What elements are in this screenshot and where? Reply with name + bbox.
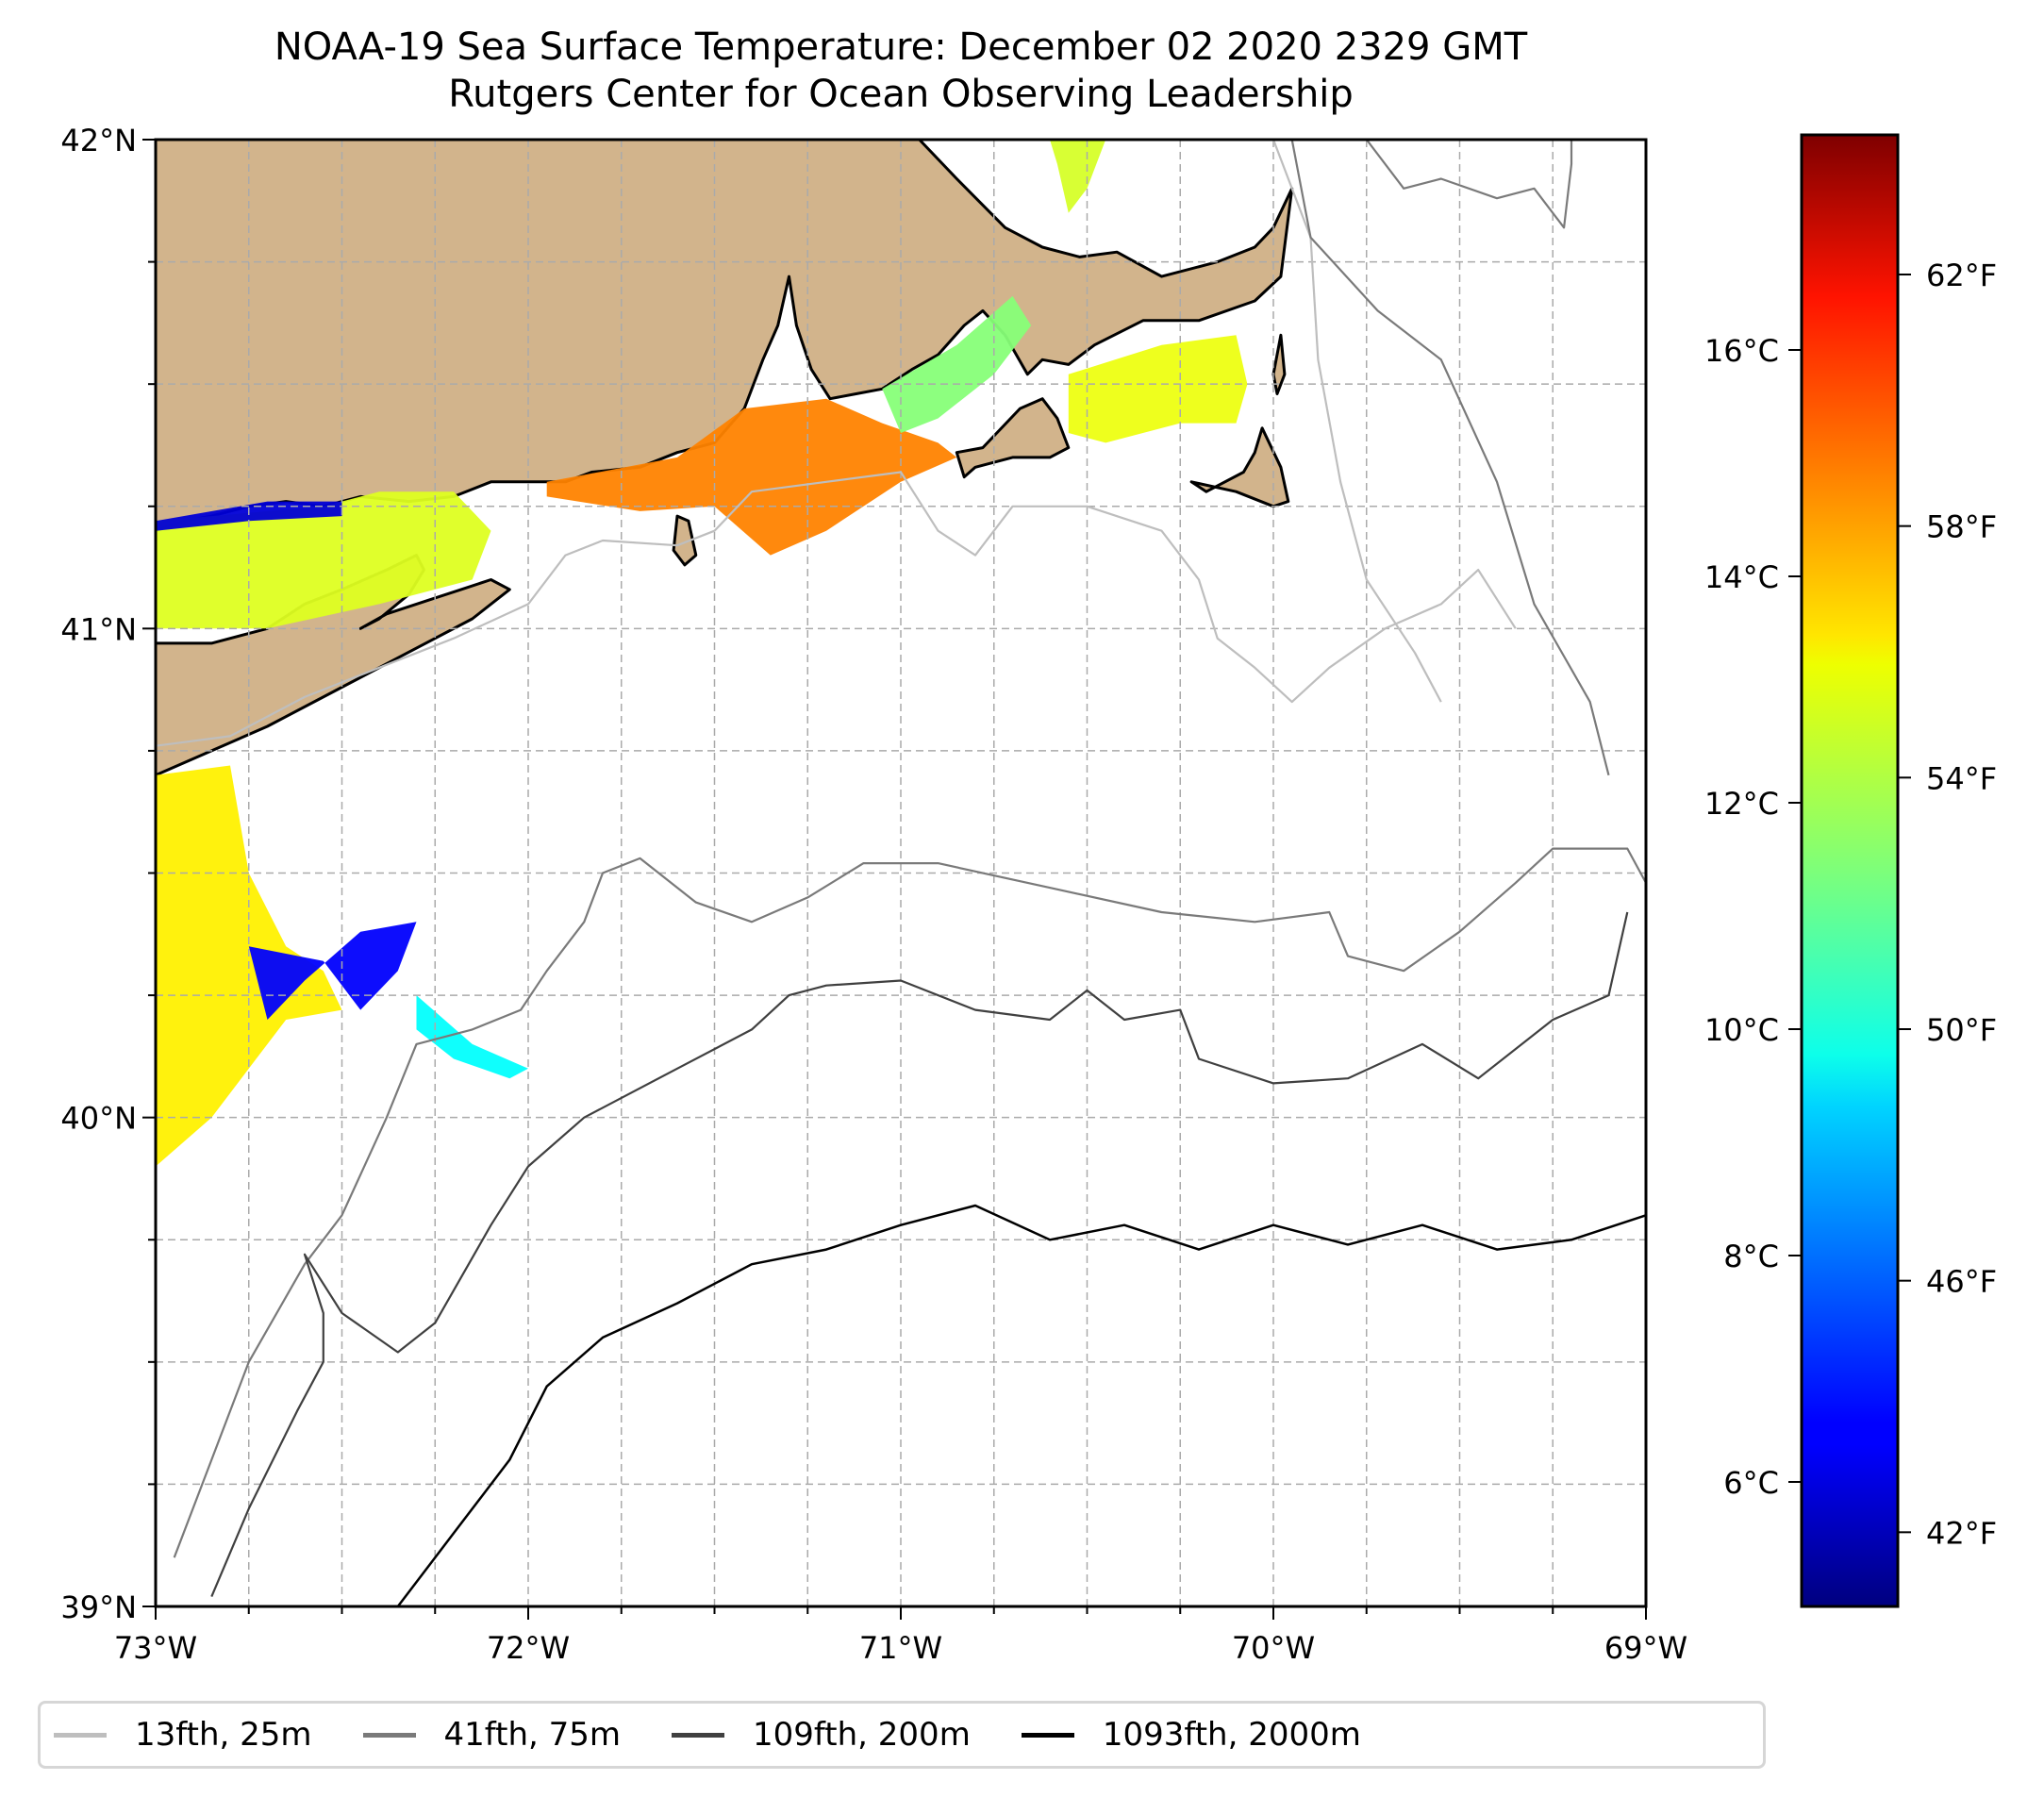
- sst-patch-nj-shelf-cold-filament: [248, 922, 417, 1020]
- isobath-75m: [173, 847, 1646, 1558]
- colorbar-fahrenheit-axis: 42°F 46°F 50°F 54°F 58°F 62°F: [1898, 258, 1997, 1551]
- colorbar-celsius-label: 8°C: [1723, 1239, 1779, 1274]
- gridlines: [156, 140, 1646, 1606]
- legend-line-25m-icon: [54, 1732, 107, 1738]
- chart-title: NOAA-19 Sea Surface Temperature: Decembe…: [274, 25, 1528, 69]
- legend-line-200m-icon: [672, 1732, 725, 1738]
- legend-line-75m-icon: [362, 1732, 416, 1738]
- colorbar-celsius-label: 10°C: [1704, 1012, 1779, 1048]
- y-tick-label: 39°N: [60, 1589, 137, 1625]
- isobath-75m: [1290, 140, 1610, 776]
- colorbar-gradient: [1800, 133, 1900, 1608]
- colorbar-fahrenheit-label: 46°F: [1926, 1264, 1997, 1300]
- x-tick-label: 72°W: [487, 1630, 570, 1666]
- colorbar-celsius-label: 6°C: [1723, 1465, 1779, 1501]
- colorbar-fahrenheit-label: 58°F: [1926, 509, 1997, 545]
- sst-patch-shelf-filament: [416, 995, 528, 1079]
- colorbar-fahrenheit-label: 50°F: [1926, 1012, 1997, 1048]
- legend-label: 13fth, 25m: [135, 1716, 312, 1754]
- land-monomoy: [1271, 333, 1287, 395]
- legend-item-2000m: 1093fth, 2000m: [1021, 1716, 1361, 1754]
- colorbar: 6°C 8°C 10°C 12°C 14°C 16°C 42°F 46°F 50°F 54°F 5…: [1704, 133, 1997, 1608]
- y-tick-label: 40°N: [60, 1101, 137, 1137]
- colorbar-fahrenheit-label: 54°F: [1926, 760, 1997, 796]
- sst-patch-long-island-sound-north-edge: [156, 501, 342, 531]
- isobath-legend: 13fth, 25m 41fth, 75m 109fth, 200m 1093f…: [38, 1701, 1766, 1769]
- legend-label: 41fth, 75m: [443, 1716, 622, 1754]
- colorbar-fahrenheit-label: 62°F: [1926, 258, 1997, 293]
- y-tick-label: 41°N: [60, 611, 137, 647]
- legend-item-200m: 109fth, 200m: [672, 1716, 971, 1754]
- map-plot-area: [156, 140, 1646, 1606]
- land-marthas-vineyard: [955, 397, 1071, 479]
- colorbar-celsius-label: 14°C: [1704, 559, 1779, 595]
- isobath-25m: [156, 471, 1517, 747]
- isobath-layer: [156, 140, 1646, 1606]
- y-axis: 39°N 40°N 41°N 42°N: [60, 123, 156, 1625]
- legend-label: 109fth, 200m: [753, 1716, 971, 1754]
- x-tick-label: 71°W: [859, 1630, 942, 1666]
- legend-label: 1093fth, 2000m: [1102, 1716, 1361, 1754]
- sst-patch-cape-cod-bay: [1050, 140, 1106, 213]
- colorbar-celsius-axis: 6°C 8°C 10°C 12°C 14°C 16°C: [1704, 333, 1802, 1501]
- x-tick-label: 70°W: [1232, 1630, 1315, 1666]
- colorbar-celsius-label: 16°C: [1704, 333, 1779, 369]
- colorbar-fahrenheit-label: 42°F: [1926, 1515, 1997, 1551]
- legend-item-75m: 41fth, 75m: [362, 1716, 622, 1754]
- isobath-75m: [1365, 140, 1573, 229]
- isobath-200m: [210, 911, 1629, 1598]
- isobath-2000m: [396, 1204, 1646, 1606]
- legend-item-25m: 13fth, 25m: [54, 1716, 312, 1754]
- colorbar-celsius-label: 12°C: [1704, 786, 1779, 822]
- land-nantucket: [1189, 426, 1290, 508]
- sst-map: 73°W 72°W 71°W 70°W 69°W 39°N 40°N 41°N 42°N 6°…: [60, 123, 1997, 1666]
- legend-line-2000m-icon: [1021, 1732, 1074, 1738]
- y-tick-label: 42°N: [60, 123, 137, 158]
- chart-subtitle: Rutgers Center for Ocean Observing Leade…: [448, 73, 1354, 116]
- sst-patch-nantucket-sound: [1068, 335, 1248, 443]
- sst-patch-block-island-sound: [546, 398, 957, 556]
- x-axis: 73°W 72°W 71°W 70°W 69°W: [114, 1606, 1687, 1666]
- x-tick-label: 69°W: [1604, 1630, 1687, 1666]
- sst-patch-long-island-sound-west: [156, 491, 491, 629]
- x-tick-label: 73°W: [114, 1630, 197, 1666]
